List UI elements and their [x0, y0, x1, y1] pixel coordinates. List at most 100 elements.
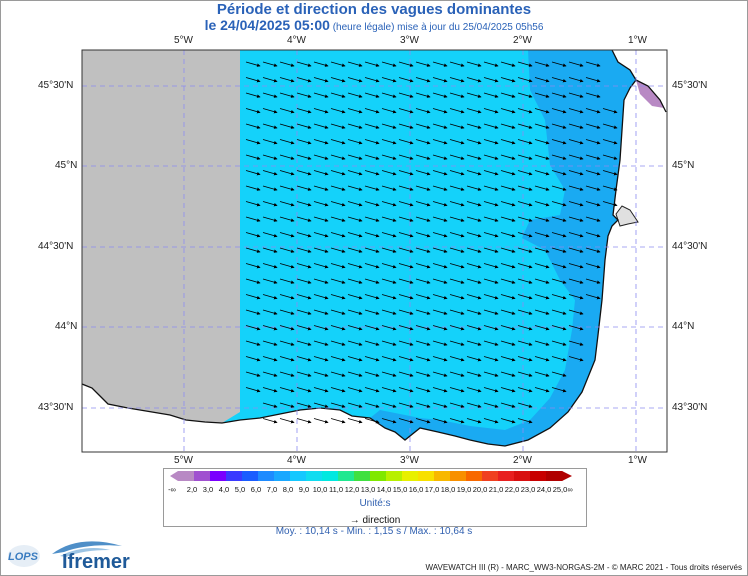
lon-label-top: 2°W — [513, 35, 532, 46]
direction-arrow — [364, 77, 380, 83]
direction-arrow — [517, 325, 533, 331]
direction-arrow — [432, 418, 448, 424]
colorbar-swatch — [194, 471, 211, 481]
direction-arrow — [398, 356, 414, 362]
direction-arrow — [483, 154, 499, 160]
direction-arrow — [534, 77, 550, 83]
direction-arrow — [279, 201, 295, 207]
direction-arrow — [483, 123, 499, 129]
direction-arrow — [245, 170, 261, 176]
direction-arrow — [381, 325, 397, 331]
lon-label-bottom: 4°W — [287, 455, 306, 466]
direction-arrow — [279, 309, 295, 315]
direction-arrow — [313, 278, 329, 284]
direction-arrow — [415, 278, 431, 284]
direction-arrow — [381, 247, 397, 253]
colorbar-tick-label: 17,0 — [425, 485, 440, 494]
colorbar-swatch — [498, 471, 515, 481]
direction-arrow — [347, 263, 363, 269]
direction-arrow — [279, 185, 295, 191]
direction-arrow — [262, 170, 278, 176]
legend-box: -∞ 2,0 3,0 4,0 5,0 6,0 7,0 8,0 9,0 10,0 11,0 12,0 13… — [163, 468, 587, 527]
direction-arrow — [551, 139, 567, 145]
direction-arrow — [449, 61, 465, 67]
direction-label: direction — [362, 515, 401, 526]
direction-arrow — [466, 185, 482, 191]
direction-arrow — [449, 371, 465, 377]
direction-arrow — [398, 201, 414, 207]
direction-arrow — [364, 216, 380, 222]
direction-arrow — [262, 61, 278, 67]
colorbar-swatch — [402, 471, 419, 481]
direction-arrow — [585, 278, 601, 284]
direction-arrow — [279, 263, 295, 269]
direction-arrow — [381, 77, 397, 83]
direction-arrow — [449, 92, 465, 98]
direction-arrow — [585, 170, 601, 176]
direction-arrow — [466, 201, 482, 207]
direction-arrow — [279, 123, 295, 129]
direction-arrow — [296, 325, 312, 331]
direction-arrow — [381, 232, 397, 238]
direction-arrow — [534, 232, 550, 238]
colorbar-swatch — [546, 471, 563, 481]
colorbar-tick-label: 9,0 — [299, 485, 309, 494]
direction-arrow — [364, 139, 380, 145]
direction-arrow — [296, 92, 312, 98]
colorbar-tick-label: 15,0 — [393, 485, 408, 494]
direction-arrow — [517, 108, 533, 114]
direction-arrow — [330, 356, 346, 362]
direction-arrow — [517, 201, 533, 207]
direction-arrow — [262, 92, 278, 98]
direction-arrow — [415, 170, 431, 176]
direction-arrow — [551, 232, 567, 238]
direction-arrow — [551, 340, 567, 346]
direction-arrow — [296, 356, 312, 362]
direction-arrow — [551, 123, 567, 129]
direction-arrow — [330, 325, 346, 331]
direction-arrow — [415, 263, 431, 269]
direction-arrow — [279, 154, 295, 160]
direction-arrow — [347, 340, 363, 346]
direction-arrow — [364, 356, 380, 362]
direction-arrow — [568, 108, 584, 114]
direction-arrow — [500, 154, 516, 160]
direction-arrow — [551, 294, 567, 300]
direction-arrow — [568, 139, 584, 145]
direction-arrow — [585, 61, 601, 67]
direction-arrow — [296, 108, 312, 114]
direction-arrow — [432, 387, 448, 393]
direction-arrow — [381, 154, 397, 160]
credit-line: WAVEWATCH III (R) - MARC_WW3-NORGAS-2M -… — [425, 563, 742, 572]
direction-arrow — [500, 247, 516, 253]
direction-arrow — [347, 356, 363, 362]
direction-arrow — [398, 402, 414, 408]
direction-arrow — [313, 216, 329, 222]
direction-arrow — [432, 92, 448, 98]
direction-arrow — [500, 61, 516, 67]
direction-arrow — [500, 108, 516, 114]
direction-arrow — [432, 325, 448, 331]
direction-arrow — [313, 418, 329, 424]
colorbar-tick-label: 2,0 — [187, 485, 197, 494]
direction-arrow — [245, 185, 261, 191]
direction-arrow — [466, 154, 482, 160]
direction-arrow — [364, 108, 380, 114]
direction-arrow — [551, 185, 567, 191]
direction-arrow — [551, 356, 567, 362]
direction-arrow — [602, 108, 618, 114]
direction-arrow — [483, 77, 499, 83]
colorbar-tick-label: 10,0 — [313, 485, 328, 494]
colorbar-swatch — [210, 471, 227, 481]
direction-arrow — [296, 247, 312, 253]
direction-arrow — [466, 340, 482, 346]
units-label: Unité:s — [359, 498, 391, 509]
colorbar-tick-label: 8,0 — [283, 485, 293, 494]
colorbar-swatch — [322, 471, 339, 481]
direction-arrow — [483, 185, 499, 191]
direction-arrow — [330, 139, 346, 145]
direction-arrow — [364, 278, 380, 284]
direction-arrow — [279, 325, 295, 331]
lon-label-top: 3°W — [400, 35, 419, 46]
direction-arrow — [534, 216, 550, 222]
